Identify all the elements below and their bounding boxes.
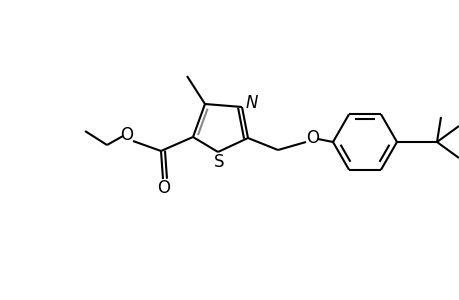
Text: O: O: [157, 179, 170, 197]
Text: S: S: [213, 153, 224, 171]
Text: O: O: [306, 129, 319, 147]
Text: N: N: [245, 94, 257, 112]
Text: O: O: [120, 126, 133, 144]
